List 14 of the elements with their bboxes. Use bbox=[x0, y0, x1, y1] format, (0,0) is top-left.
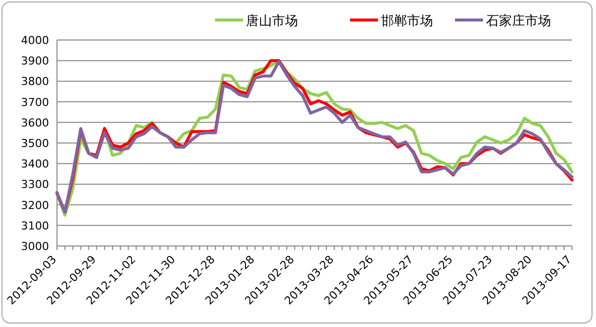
y-tick-label: 3500 bbox=[21, 137, 49, 150]
y-tick-label: 3400 bbox=[21, 158, 49, 171]
y-tick-label: 3200 bbox=[21, 198, 49, 212]
y-tick-label: 4000 bbox=[21, 34, 49, 47]
y-tick-label: 3100 bbox=[21, 219, 49, 232]
y-tick-label: 3900 bbox=[21, 54, 49, 68]
legend-label: 唐山市场 bbox=[246, 14, 298, 29]
y-tick-label: 3300 bbox=[21, 178, 49, 192]
y-tick-label: 3800 bbox=[21, 75, 49, 88]
y-tick-label: 3600 bbox=[21, 116, 49, 130]
legend-label: 石家庄市场 bbox=[486, 13, 551, 29]
y-tick-label: 3000 bbox=[21, 240, 49, 253]
y-tick-label: 3700 bbox=[21, 96, 49, 109]
legend-label: 邯郸市场 bbox=[381, 14, 433, 29]
